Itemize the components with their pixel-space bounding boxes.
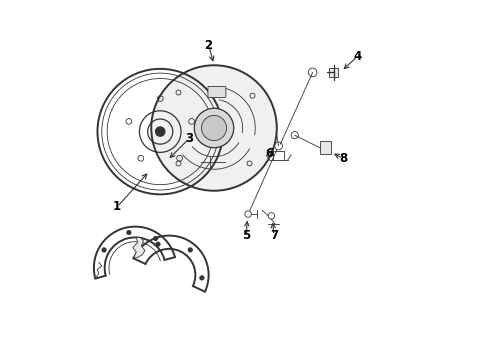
Circle shape [102,248,106,252]
Text: 3: 3 [184,132,193,145]
Circle shape [194,108,233,148]
Text: 7: 7 [269,229,277,242]
Text: 2: 2 [204,39,212,52]
Circle shape [199,276,203,280]
Text: 4: 4 [353,50,361,63]
Circle shape [151,65,276,191]
Circle shape [201,116,226,140]
FancyBboxPatch shape [328,68,337,77]
Text: 1: 1 [113,201,121,213]
FancyBboxPatch shape [207,86,225,98]
Text: 6: 6 [265,147,273,160]
Circle shape [155,127,164,136]
Circle shape [156,242,160,246]
Circle shape [188,248,192,252]
Circle shape [153,236,158,240]
Polygon shape [132,238,144,258]
Text: 8: 8 [338,152,346,165]
Circle shape [126,230,131,235]
FancyBboxPatch shape [319,141,330,154]
Text: 5: 5 [242,229,250,242]
